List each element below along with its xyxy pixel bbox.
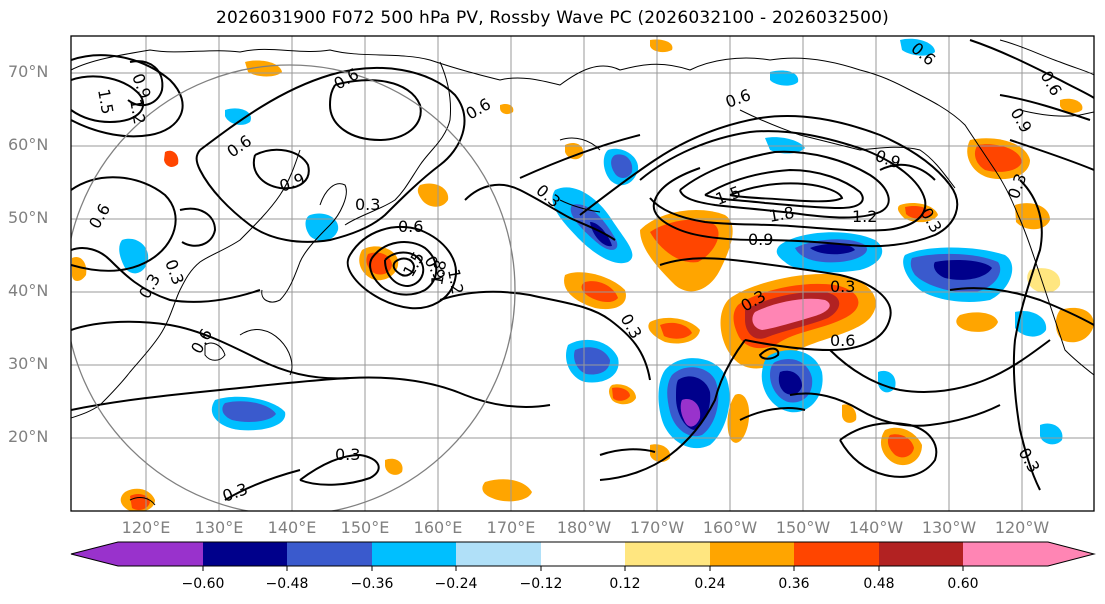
colorbar-cell [203,542,287,566]
contour-label: 0.6 [398,217,423,236]
colorbar-cell [71,542,118,566]
colorbar-tick-label: 0.12 [609,576,641,592]
map-border [70,35,1095,512]
longitude-label: 150°W [775,518,831,537]
pv-contours [71,39,1094,501]
longitude-label: 130°E [194,518,244,537]
colorbar-cell [794,542,879,566]
map-title: 2026031900 F072 500 hPa PV, Rossby Wave … [216,8,889,28]
contour-label: 1.5 [94,87,117,115]
longitude-label: 160°W [702,518,758,537]
latitude-label: 40°N [8,281,49,300]
contour-label: 0.9 [748,230,773,249]
latitude-label: 20°N [8,427,49,446]
contour-label: 0.3 [830,277,855,296]
longitude-label: 120°W [994,518,1050,537]
longitude-label: 130°W [921,518,977,537]
colorbar-cell [541,542,625,566]
colorbar-cell [287,542,372,566]
colorbar-cell [372,542,456,566]
colorbar-tick-label: −0.24 [434,576,478,592]
coastlines [71,39,1094,506]
colorbar-tick-label: 0.48 [863,576,895,592]
latitude-label: 30°N [8,354,49,373]
graticule [71,36,1094,511]
longitude-label: 170°W [629,518,685,537]
contour-label: 1.8 [767,203,795,226]
contour-label: 1.2 [852,207,877,226]
contour-label: 0.6 [830,331,855,350]
longitude-label: 160°E [413,518,463,537]
colorbar-cell [456,542,541,566]
colorbar-outline [70,541,1096,567]
latitude-label: 60°N [8,135,49,154]
contour-label: 1.2 [444,267,467,295]
colorbar-tick-label: −0.12 [519,576,563,592]
longitude-label: 180°W [556,518,612,537]
colorbar-cell [879,542,963,566]
contour-label: 1.8 [427,258,450,286]
colorbar-tick-label: −0.60 [181,576,225,592]
colorbar-cell [1048,542,1094,566]
latitude-label: 70°N [8,62,49,81]
colorbar-ticks [202,566,964,571]
colorbar-cell [118,542,203,566]
longitude-label: 140°E [267,518,317,537]
longitude-label: 120°E [121,518,171,537]
colorbar-cell [625,542,710,566]
colorbar-tick-label: 0.24 [694,576,726,592]
longitude-label: 170°E [486,518,536,537]
colorbar-tick-label: −0.48 [265,576,309,592]
contour-label: 1.2 [126,97,149,125]
colorbar-cell [710,542,794,566]
latitude-label: 50°N [8,208,49,227]
contour-label: 0.3 [335,445,360,464]
reference-circle [71,64,516,511]
colorbar [70,541,1096,571]
longitude-label: 150°E [340,518,390,537]
contour-label: 0.3 [355,195,380,214]
longitude-label: 140°W [848,518,904,537]
colorbar-tick-label: −0.36 [350,576,394,592]
colorbar-tick-label: 0.60 [947,576,979,592]
colorbar-cell [963,542,1048,566]
colorbar-tick-label: 0.36 [778,576,810,592]
